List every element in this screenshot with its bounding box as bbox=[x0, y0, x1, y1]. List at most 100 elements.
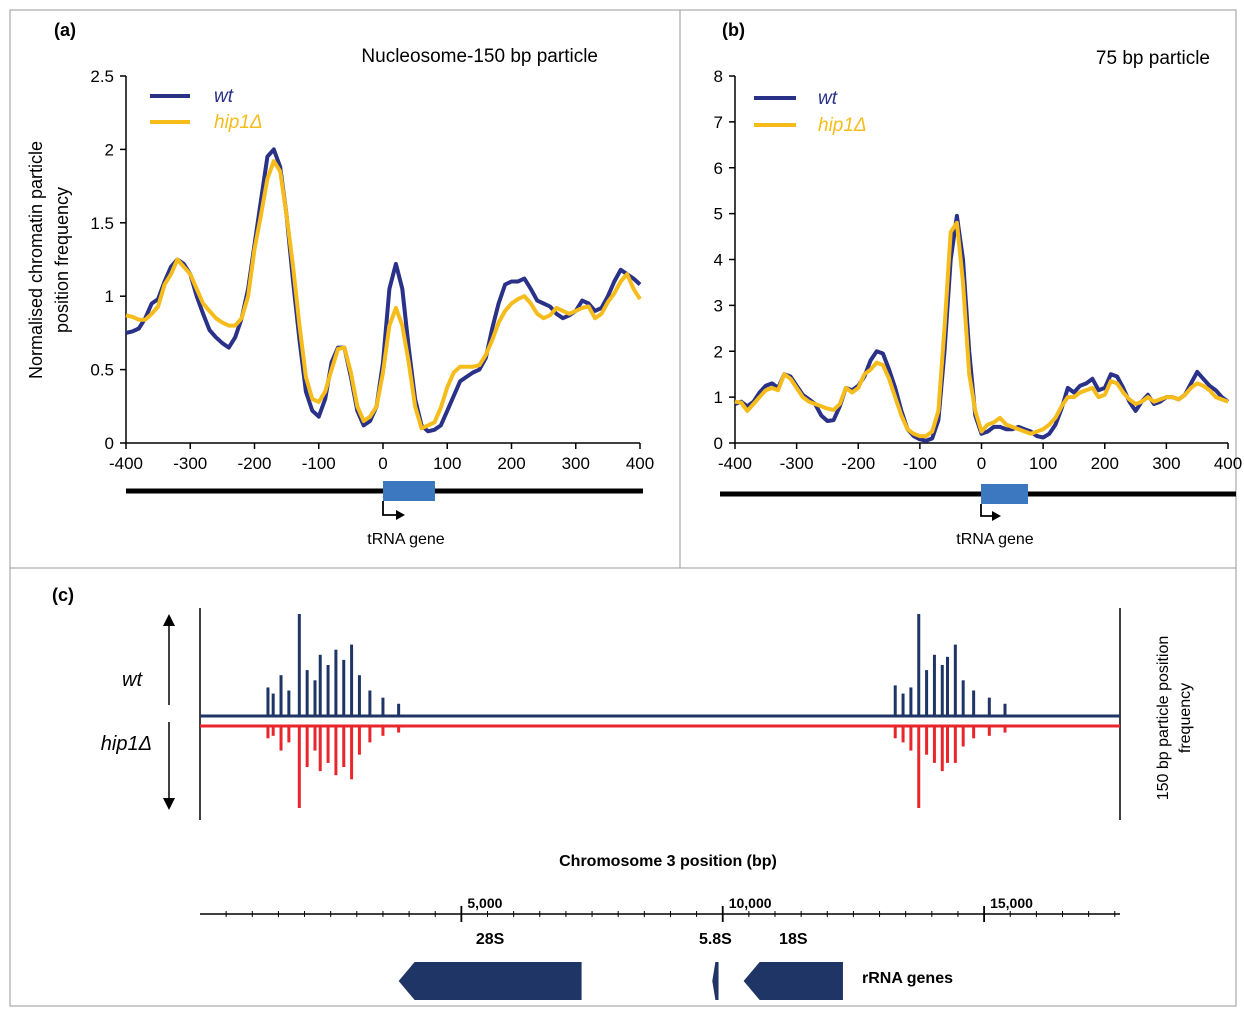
wt-peak-bar bbox=[271, 693, 275, 716]
wt-peak-bar bbox=[266, 687, 270, 716]
wt-peak-bar bbox=[279, 675, 283, 716]
hip1-peak-bar bbox=[901, 726, 905, 743]
panel-b-series-hip1-line bbox=[734, 220, 1229, 439]
panel-b-legend: wt hip1Δ bbox=[754, 88, 867, 136]
wt-peak-bar bbox=[961, 680, 965, 716]
panel-a-y-tick-label: 0.5 bbox=[90, 361, 114, 380]
panel-b-x-tick-label: 0 bbox=[977, 454, 986, 473]
panel-a-x-tick-label: -100 bbox=[302, 454, 336, 473]
wt-peak-bar bbox=[313, 680, 317, 716]
panel-b-x-tick-label: -100 bbox=[903, 454, 937, 473]
wt-peak-bar bbox=[932, 654, 936, 716]
wt-peak-bar bbox=[1003, 703, 1007, 716]
panel-b-x-tick-label: 300 bbox=[1152, 454, 1180, 473]
track-label-hip1: hip1Δ bbox=[101, 733, 152, 755]
panel-b-y-tick-label: 4 bbox=[714, 251, 723, 270]
hip1-peak-bar bbox=[297, 726, 301, 808]
wt-peak-bar bbox=[940, 665, 944, 716]
hip1-peak-bar bbox=[313, 726, 317, 751]
panel-b-y-tick-label: 0 bbox=[714, 434, 723, 453]
hip1-peak-bar bbox=[909, 726, 913, 751]
panel-a-title: Nucleosome-150 bp particle bbox=[361, 46, 598, 67]
wt-peak-bar bbox=[305, 670, 309, 716]
panel-c-ylabel-line2: frequency bbox=[1177, 683, 1194, 753]
panel-borders bbox=[9, 9, 1237, 1007]
panel-a-y-tick-label: 2 bbox=[105, 140, 114, 159]
hip1-peak-bar bbox=[397, 726, 401, 733]
hip1-peak-bar bbox=[932, 726, 936, 763]
panel-b-y-tick-label: 5 bbox=[714, 205, 723, 224]
panel-b-x-tick-label: 200 bbox=[1091, 454, 1119, 473]
wt-peak-bar bbox=[350, 644, 354, 716]
wt-peak-bar bbox=[326, 665, 330, 716]
panel-b-letter: (b) bbox=[722, 20, 745, 40]
panel-b-y-tick-label: 1 bbox=[714, 388, 723, 407]
panel-b-gene-track: tRNA gene bbox=[720, 484, 1236, 548]
panel-a-x-tick-label: 100 bbox=[433, 454, 461, 473]
wt-peak-bar bbox=[287, 690, 291, 716]
hip1-peak-bar bbox=[326, 726, 330, 763]
panel-b-y-tick-label: 2 bbox=[714, 342, 723, 361]
panel-b-title: 75 bp particle bbox=[1096, 48, 1210, 69]
trna-gene-box-a bbox=[383, 481, 435, 501]
panel-a-x-tick-label: 300 bbox=[562, 454, 590, 473]
panel-a-series-wt-line bbox=[125, 147, 642, 434]
up-arrow-icon bbox=[163, 614, 175, 626]
panel-c-xlabel: Chromosome 3 position (bp) bbox=[559, 853, 777, 870]
gene-label-5-8s: 5.8S bbox=[699, 931, 732, 948]
panel-a-series-hip1-line bbox=[125, 159, 642, 431]
panel-b-x-tick-label: -300 bbox=[780, 454, 814, 473]
panel-b-series-wt-line bbox=[734, 213, 1230, 443]
wt-peak-bar bbox=[334, 649, 338, 716]
panel-a-letter: (a) bbox=[54, 20, 76, 40]
rrna-genes-label: rRNA genes bbox=[862, 970, 953, 987]
hip1-peak-bar bbox=[925, 726, 929, 755]
hip1-peak-bar bbox=[961, 726, 965, 747]
wt-peak-bar bbox=[917, 614, 921, 716]
panel-b-x-tick-label: -200 bbox=[841, 454, 875, 473]
hip1-peak-bar bbox=[987, 726, 991, 736]
gene-arrow-18s bbox=[743, 962, 843, 1000]
hip1-peak-bar bbox=[334, 726, 338, 776]
hip1-peak-bar bbox=[953, 726, 957, 763]
wt-peak-bar bbox=[357, 675, 361, 716]
panel-a: (a) Nucleosome-150 bp particle Normalise… bbox=[26, 20, 654, 548]
panel-a-ylabel-line1: Normalised chromatin particle bbox=[26, 141, 46, 379]
hip1-peak-bar bbox=[266, 726, 270, 739]
hip1-peak-bar bbox=[342, 726, 346, 767]
trna-gene-label-b: tRNA gene bbox=[956, 531, 1033, 548]
panel-a-plot: 0 0.5 1 1.5 2 2.5 -400 -300 -200 -100 0 100 200 300 40… bbox=[90, 67, 654, 473]
panel-a-x-tick-label: 0 bbox=[378, 454, 387, 473]
panel-a-y-tick-label: 1.5 bbox=[90, 214, 114, 233]
hip1-peak-bar bbox=[357, 726, 361, 755]
panel-a-ylabel-line2: position frequency bbox=[52, 187, 72, 333]
panel-b: (b) 75 bp particle 0 1 2 3 4 5 6 7 8 -400 -300 -200… bbox=[714, 20, 1243, 548]
panel-b-x-tick-label: 400 bbox=[1214, 454, 1242, 473]
hip1-peak-bar bbox=[350, 726, 354, 780]
wt-peak-bar bbox=[909, 687, 913, 716]
wt-peak-bar bbox=[381, 697, 385, 716]
panel-c-letter: (c) bbox=[52, 585, 74, 605]
tss-arrow-icon-b bbox=[980, 504, 994, 517]
trna-gene-box-b bbox=[981, 484, 1028, 504]
panel-a-x-tick-label: -200 bbox=[237, 454, 271, 473]
hip1-peak-bar bbox=[305, 726, 309, 767]
panel-b-y-tick-label: 3 bbox=[714, 296, 723, 315]
panel-b-x-tick-label: 100 bbox=[1029, 454, 1057, 473]
tss-arrow-icon-a bbox=[382, 501, 398, 516]
panel-a-x-tick-label: -300 bbox=[173, 454, 207, 473]
panel-c: (c) wt hip1Δ 150 bp particle position fr… bbox=[52, 585, 1194, 1000]
panel-b-x-tick-label: -400 bbox=[718, 454, 752, 473]
wt-peak-bar bbox=[987, 697, 991, 716]
down-arrow-icon bbox=[163, 798, 175, 810]
hip1-peak-bar bbox=[271, 726, 275, 736]
wt-peak-bar bbox=[397, 703, 401, 716]
axis-tick-label: 10,000 bbox=[729, 895, 772, 911]
hip1-peak-bar bbox=[1003, 726, 1007, 733]
hip1-peak-bar bbox=[940, 726, 944, 772]
panel-a-x-tick-label: 400 bbox=[626, 454, 654, 473]
legend-wt-label: wt bbox=[214, 86, 234, 107]
panel-a-legend: wt hip1Δ bbox=[150, 86, 263, 133]
panel-a-x-tick-label: 200 bbox=[497, 454, 525, 473]
